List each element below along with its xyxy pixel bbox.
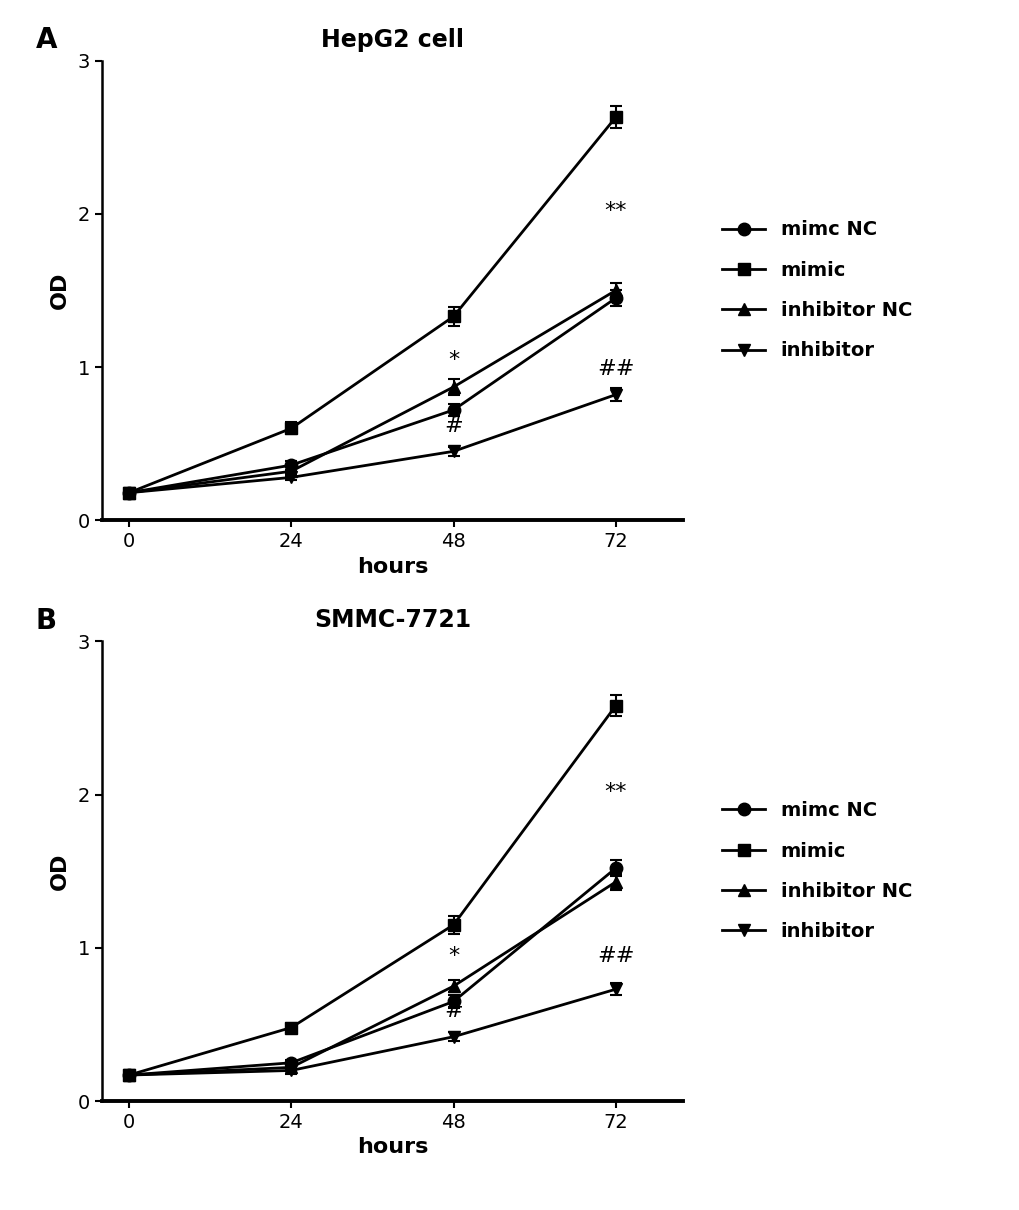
Text: *: * xyxy=(447,350,459,370)
Text: *: * xyxy=(447,946,459,967)
Text: B: B xyxy=(36,607,57,635)
Title: HepG2 cell: HepG2 cell xyxy=(321,28,464,52)
Text: A: A xyxy=(36,27,57,54)
Text: #: # xyxy=(443,416,463,436)
Text: **: ** xyxy=(604,782,627,802)
Text: ##: ## xyxy=(596,359,634,379)
Legend: mimc NC, mimic, inhibitor NC, inhibitor: mimc NC, mimic, inhibitor NC, inhibitor xyxy=(721,220,911,361)
Text: #: # xyxy=(443,1002,463,1021)
Y-axis label: OD: OD xyxy=(50,853,69,889)
X-axis label: hours: hours xyxy=(357,557,428,577)
Title: SMMC-7721: SMMC-7721 xyxy=(314,609,471,633)
Text: **: ** xyxy=(604,201,627,221)
Y-axis label: OD: OD xyxy=(50,272,69,309)
Text: ##: ## xyxy=(596,946,634,967)
X-axis label: hours: hours xyxy=(357,1137,428,1158)
Legend: mimc NC, mimic, inhibitor NC, inhibitor: mimc NC, mimic, inhibitor NC, inhibitor xyxy=(721,801,911,941)
